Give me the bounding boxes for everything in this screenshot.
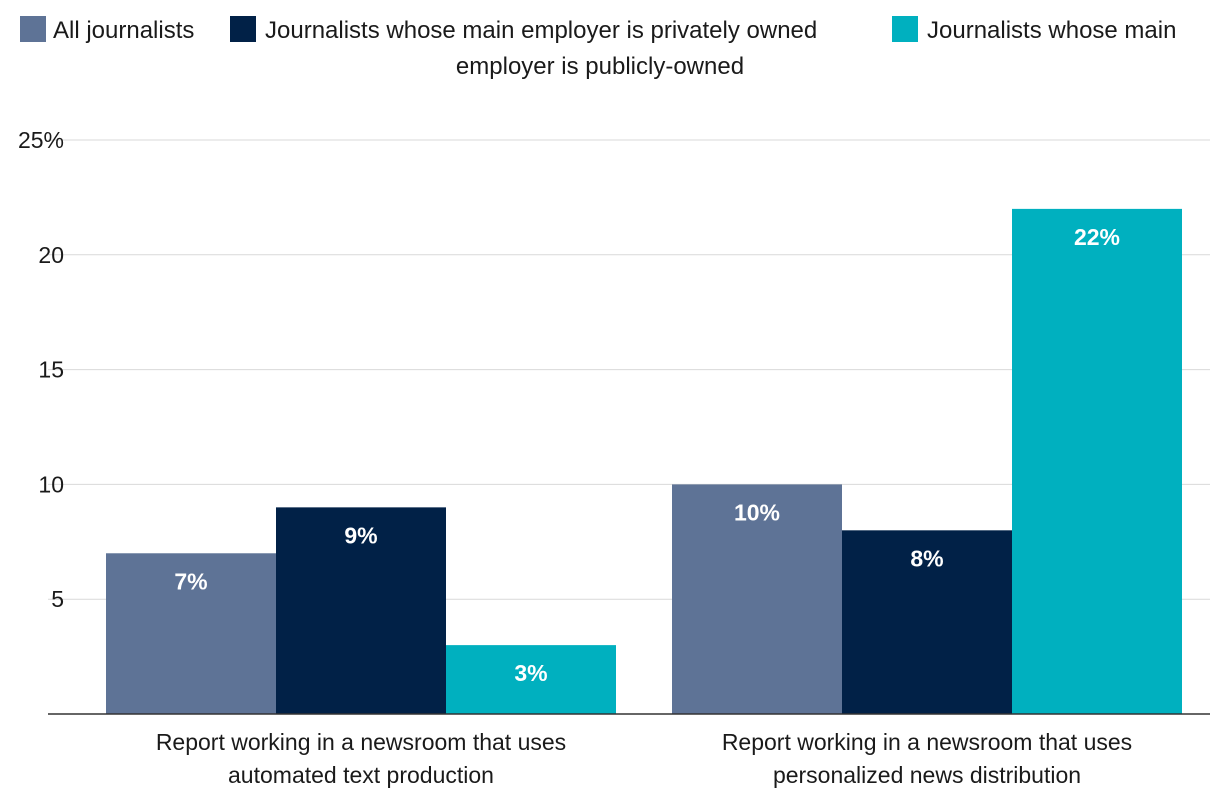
legend-label-continued: employer is publicly-owned bbox=[456, 53, 744, 80]
bar bbox=[276, 507, 446, 714]
y-tick-label: 10 bbox=[38, 471, 64, 497]
x-category-label: automated text production bbox=[228, 762, 494, 788]
bar-data-label: 9% bbox=[344, 522, 377, 548]
legend-label: Journalists whose main employer is priva… bbox=[265, 17, 817, 44]
bar-data-label: 22% bbox=[1074, 224, 1120, 250]
bar bbox=[106, 553, 276, 714]
legend-swatch bbox=[892, 16, 918, 42]
x-category-label: personalized news distribution bbox=[773, 762, 1081, 788]
bar-data-label: 7% bbox=[174, 568, 207, 594]
y-tick-label: 5 bbox=[51, 586, 64, 612]
y-tick-label: 20 bbox=[38, 242, 64, 268]
y-axis-ticks: 5 10 15 20 25% bbox=[18, 127, 64, 612]
x-axis-categories: Report working in a newsroom that uses au… bbox=[156, 729, 1132, 788]
legend-swatch bbox=[20, 16, 46, 42]
bar-data-label: 8% bbox=[910, 545, 943, 571]
bar bbox=[446, 645, 616, 714]
bar-data-label: 3% bbox=[514, 660, 547, 686]
bar-data-label: 10% bbox=[734, 499, 780, 525]
legend-label: Journalists whose main bbox=[927, 17, 1176, 44]
y-tick-label: 15 bbox=[38, 357, 64, 383]
y-tick-label: 25% bbox=[18, 127, 64, 153]
bar bbox=[672, 484, 842, 714]
x-category-label: Report working in a newsroom that uses bbox=[722, 729, 1132, 755]
legend-label: All journalists bbox=[53, 17, 194, 44]
legend-swatch bbox=[230, 16, 256, 42]
x-category-label: Report working in a newsroom that uses bbox=[156, 729, 566, 755]
legend: All journalists Journalists whose main em… bbox=[20, 16, 1176, 80]
bars: 7% 10% 9% 8% 3% 22% bbox=[106, 208, 1182, 714]
bar bbox=[842, 530, 1012, 714]
bar bbox=[1012, 208, 1182, 714]
